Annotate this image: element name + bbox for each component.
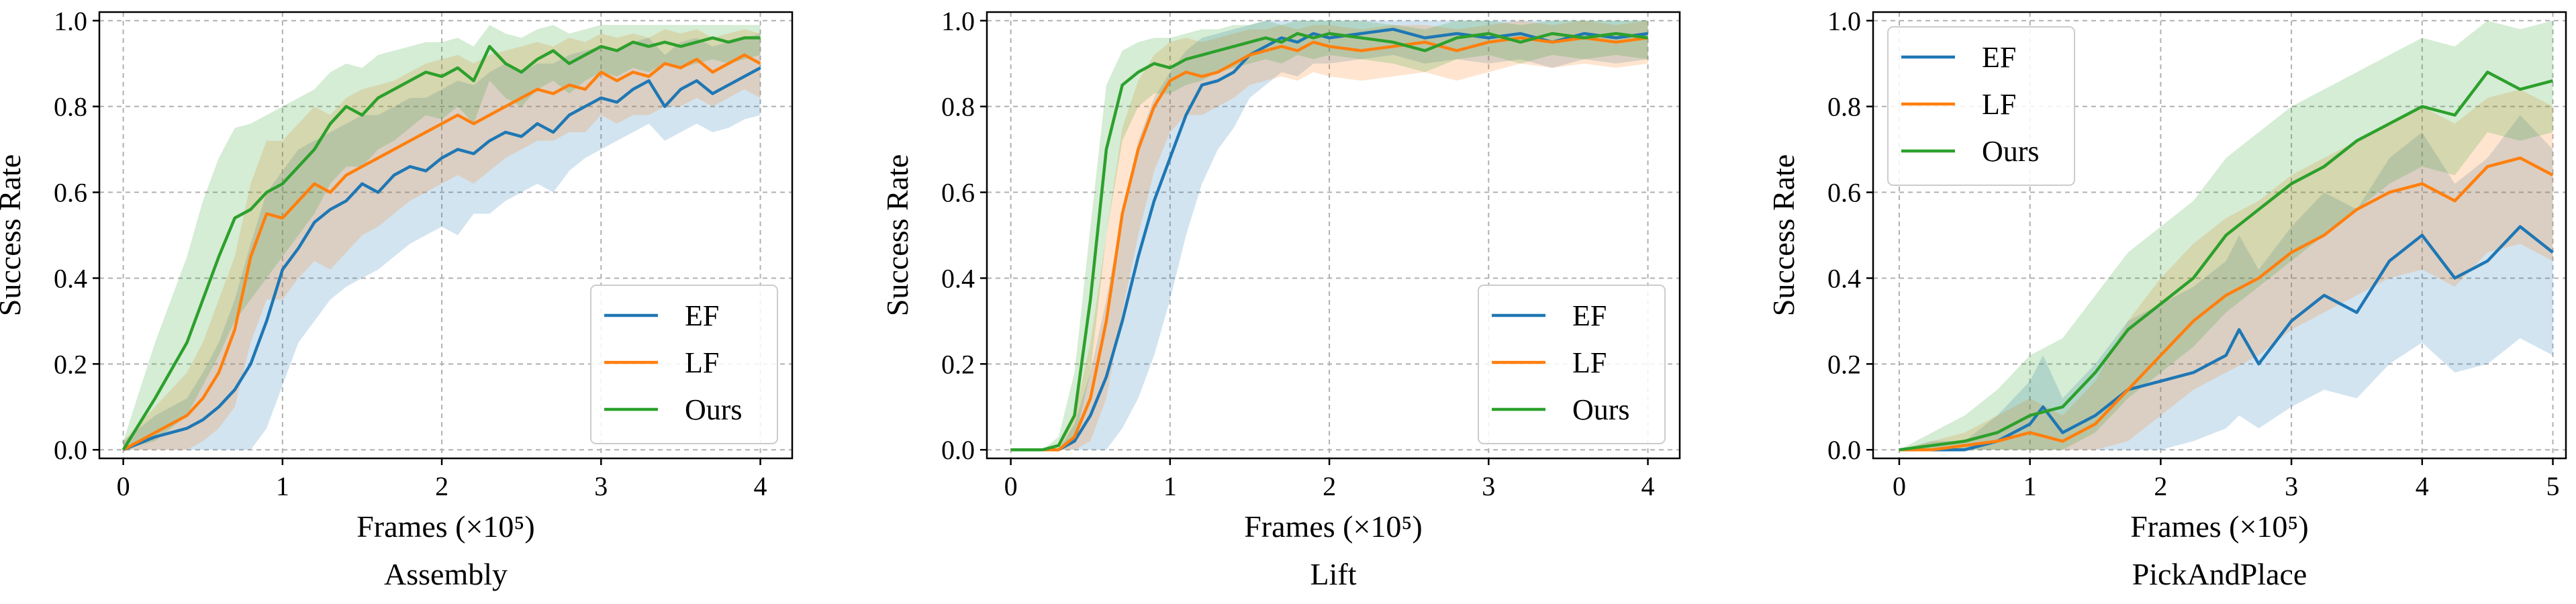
x-tick-label: 4 xyxy=(2416,471,2429,501)
y-tick-label: 0.2 xyxy=(1827,349,1861,379)
y-axis-label: Success Rate xyxy=(1766,154,1801,316)
legend-label-lf: LF xyxy=(685,346,719,379)
series-line-lf xyxy=(1899,156,2554,452)
legend-label-ours: Ours xyxy=(1982,135,2040,168)
x-tick-label: 3 xyxy=(594,471,608,501)
legend: EF LF Ours xyxy=(1887,26,2075,186)
legend-label-ef: EF xyxy=(685,299,719,332)
y-tick-label: 0.4 xyxy=(941,263,975,293)
y-axis-label: Success Rate xyxy=(0,154,27,316)
band-ef xyxy=(1899,115,2553,450)
legend: EF LF Ours xyxy=(1478,285,1666,444)
x-axis-label: Frames (×10⁵) xyxy=(1244,509,1423,544)
x-tick-label: 0 xyxy=(117,471,130,501)
x-tick-label: 2 xyxy=(2154,471,2167,501)
y-tick-label: 0.8 xyxy=(1827,92,1861,122)
x-tick-label: 2 xyxy=(435,471,448,501)
legend-label-lf: LF xyxy=(1982,88,2016,121)
legend-box xyxy=(1887,26,2075,186)
y-tick-label: 0.0 xyxy=(1827,435,1861,465)
y-tick-label: 0.8 xyxy=(941,92,975,122)
legend-label-ef: EF xyxy=(1572,299,1607,332)
legend: EF LF Ours xyxy=(590,285,778,444)
series-line-lf xyxy=(1010,36,1648,452)
x-tick-label: 1 xyxy=(2023,471,2037,501)
legend-label-lf: LF xyxy=(1572,346,1607,379)
x-axis-label: Frames (×10⁵) xyxy=(2130,509,2309,544)
y-tick-label: 0.2 xyxy=(941,349,975,379)
legend-label-ef: EF xyxy=(1982,41,2016,74)
chart-title: PickAndPlace xyxy=(2132,557,2307,591)
y-tick-label: 1.0 xyxy=(1827,6,1861,36)
y-tick-label: 0.6 xyxy=(54,178,87,208)
y-tick-label: 1.0 xyxy=(941,6,975,36)
chart-panel-0: 0 1 2 3 4 0.0 0.2 0.4 0.6 0.8 1.0 Frames (×10⁵) Succ… xyxy=(0,6,794,591)
series-line-ours xyxy=(1899,70,2554,452)
y-tick-label: 0.8 xyxy=(54,92,87,122)
plot-frame xyxy=(98,11,794,460)
band-ours xyxy=(123,25,761,450)
y-tick-label: 0.4 xyxy=(54,263,87,293)
band-lf xyxy=(1010,20,1648,450)
y-tick-label: 0.6 xyxy=(941,178,975,208)
legend-label-ours: Ours xyxy=(685,393,743,426)
series-line-ours xyxy=(1010,32,1648,452)
series-line-lf xyxy=(122,53,761,452)
x-tick-label: 0 xyxy=(1893,471,1906,501)
x-tick-label: 4 xyxy=(754,471,767,501)
y-tick-label: 0.4 xyxy=(1827,263,1861,293)
x-tick-label: 2 xyxy=(1323,471,1336,501)
series-line-ef xyxy=(122,66,761,452)
series-line-ef xyxy=(1899,225,2554,452)
band-ef xyxy=(123,34,761,450)
x-tick-label: 4 xyxy=(1641,471,1655,501)
x-tick-label: 1 xyxy=(1163,471,1177,501)
legend-label-ours: Ours xyxy=(1572,393,1630,426)
x-tick-label: 3 xyxy=(2285,471,2298,501)
plot-frame xyxy=(1872,11,2567,460)
x-tick-label: 3 xyxy=(1482,471,1495,501)
x-tick-label: 1 xyxy=(276,471,289,501)
series-line-ours xyxy=(122,36,761,451)
band-ef xyxy=(1010,20,1648,450)
legend-box xyxy=(1478,285,1666,444)
chart-title: Lift xyxy=(1310,557,1357,591)
y-tick-label: 0.2 xyxy=(54,349,87,379)
chart-title: Assembly xyxy=(384,557,508,591)
band-lf xyxy=(1899,89,2553,450)
chart-panel-1: 0 1 2 3 4 0.0 0.2 0.4 0.6 0.8 1.0 Frames (×10⁵) Succ… xyxy=(880,6,1681,591)
y-tick-label: 0.0 xyxy=(941,435,975,465)
plot-frame xyxy=(986,11,1681,460)
x-axis-label: Frames (×10⁵) xyxy=(356,509,535,544)
y-tick-label: 0.0 xyxy=(54,435,87,465)
legend-box xyxy=(590,285,778,444)
y-axis-label: Success Rate xyxy=(880,154,914,316)
band-lf xyxy=(123,29,761,450)
series-line-ef xyxy=(1010,28,1648,452)
x-tick-label: 5 xyxy=(2546,471,2560,501)
y-tick-label: 0.6 xyxy=(1827,178,1861,208)
x-tick-label: 0 xyxy=(1004,471,1018,501)
chart-panel-2: 0 1 2 3 4 5 0.0 0.2 0.4 0.6 0.8 1.0 Frames (×10⁵) Suc… xyxy=(1766,6,2567,591)
y-tick-label: 1.0 xyxy=(54,6,87,36)
